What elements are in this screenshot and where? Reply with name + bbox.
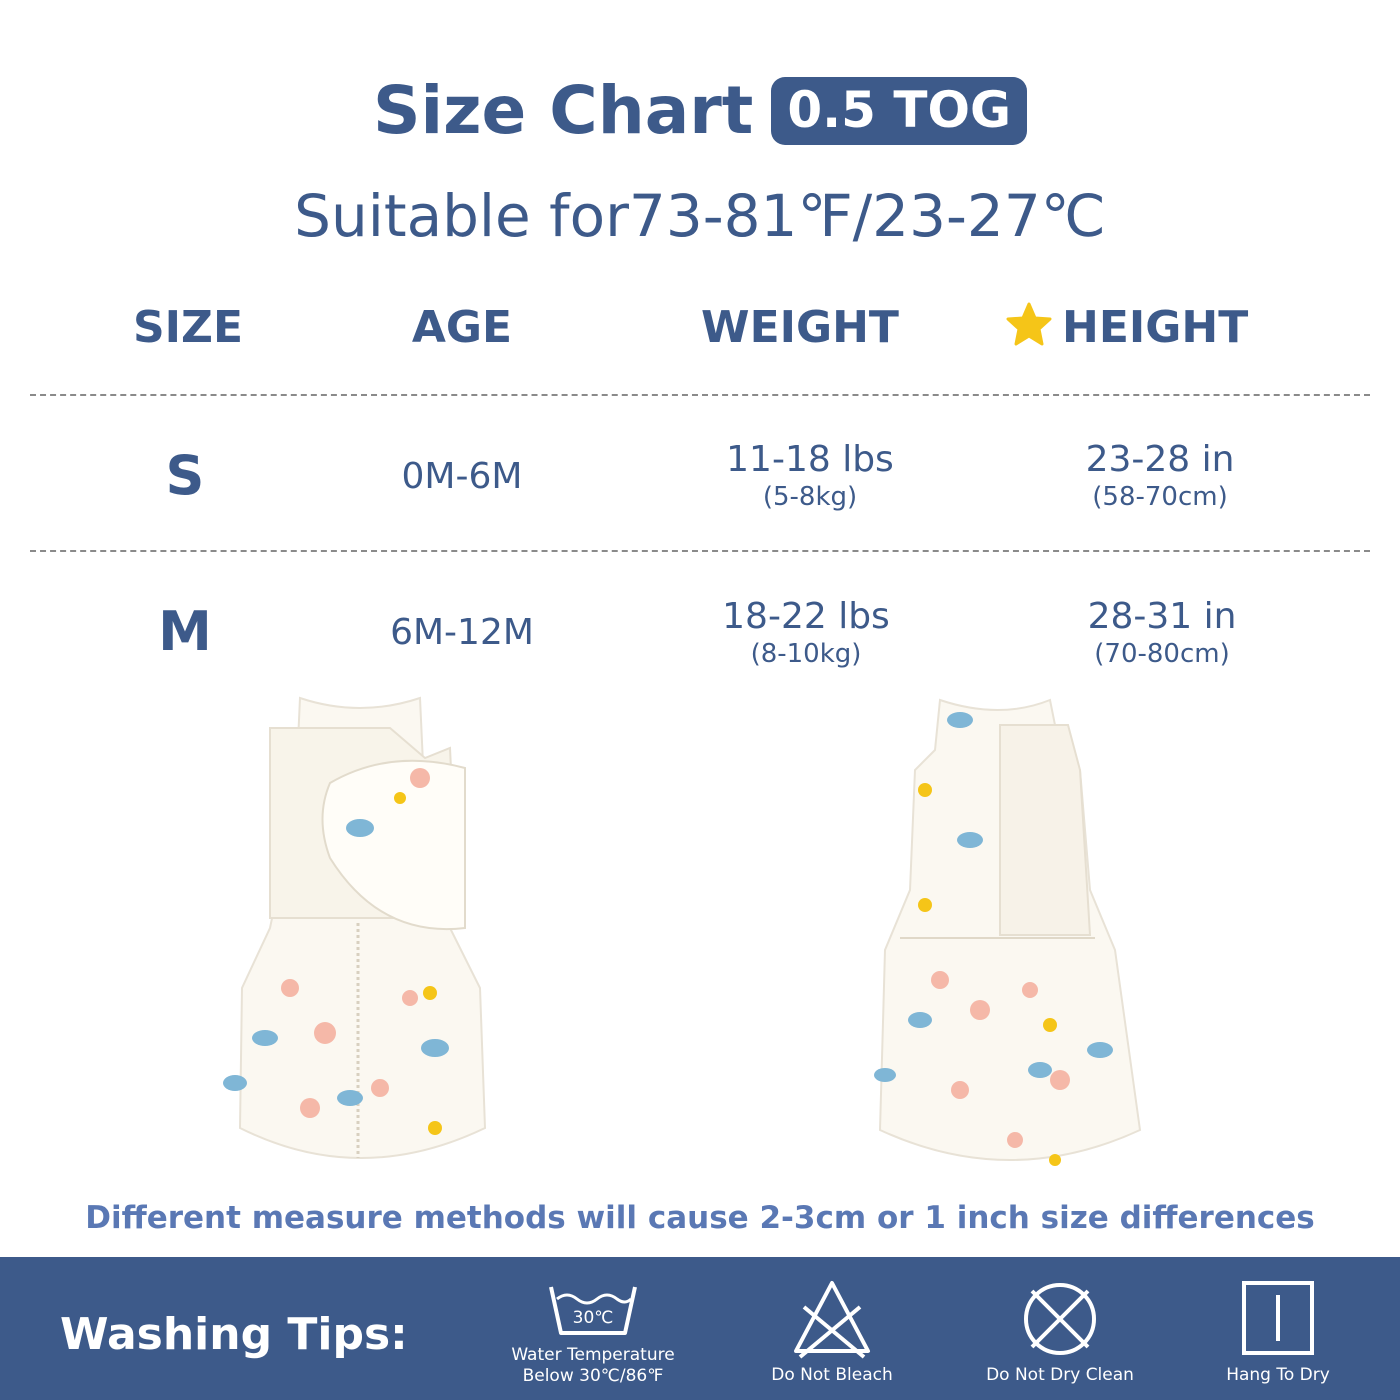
care-item-wash-30: 30℃ Water Temperature Below 30℃/86℉ [493,1277,693,1387]
height-s-in: 23-28 in [1085,439,1235,480]
column-header-weight: WEIGHT [701,302,899,353]
do-not-dry-clean-icon [1024,1283,1096,1355]
wash-30-icon: 30℃ [549,1286,637,1335]
size-label-m: M [158,600,212,663]
care-item-hang-dry: Hang To Dry [1178,1277,1378,1386]
row-divider [30,550,1370,552]
care-item-no-dry-clean: Do Not Dry Clean [960,1277,1160,1386]
height-m-cm: (70-80cm) [1094,639,1230,669]
tog-badge: 0.5 TOG [771,76,1027,145]
weight-s-lbs: 11-18 lbs [726,439,894,480]
temperature-subtitle: Suitable for73-81℉/23-27℃ [294,182,1106,250]
swaddle-front-image [223,696,487,1159]
height-m-in: 28-31 in [1087,596,1237,637]
page-title: Size Chart 0.5 TOG [0,72,1400,149]
care-label-no-bleach: Do Not Bleach [771,1365,893,1385]
washing-tips-bar: Washing Tips: 30℃ Water Temperature Belo… [0,1257,1400,1400]
weight-m-kg: (8-10kg) [750,639,862,669]
do-not-bleach-icon [794,1281,870,1359]
weight-m-lbs: 18-22 lbs [722,596,890,637]
row-divider [30,394,1370,396]
column-header-size: SIZE [132,302,244,353]
size-label-s: S [165,444,205,507]
hang-to-dry-icon [1242,1281,1314,1355]
measurement-note: Different measure methods will cause 2-3… [85,1200,1315,1236]
care-label-wash-line2: Below 30℃/86℉ [522,1366,664,1386]
care-item-no-bleach: Do Not Bleach [732,1277,932,1386]
care-label-no-dry-clean: Do Not Dry Clean [986,1365,1134,1385]
height-s: 23-28 in (58-70cm) [1030,440,1290,514]
care-label-hang-dry: Hang To Dry [1226,1365,1330,1385]
height-s-cm: (58-70cm) [1092,482,1228,512]
height-header-label: HEIGHT [1062,302,1249,353]
star-icon [1006,302,1052,346]
column-header-age: AGE [411,302,513,353]
age-m: 6M-12M [390,612,534,653]
washing-tips-title: Washing Tips: [60,1309,408,1360]
title-text: Size Chart [372,72,754,149]
height-m: 28-31 in (70-80cm) [1032,597,1292,671]
column-header-height: HEIGHT [1006,302,1256,353]
age-s: 0M-6M [401,456,523,497]
care-label-wash-line1: Water Temperature [511,1345,675,1365]
weight-s: 11-18 lbs (5-8kg) [680,440,940,514]
sleep-sack-image [874,698,1142,1166]
wash-temperature-text: 30℃ [573,1308,614,1328]
weight-s-kg: (5-8kg) [762,482,858,512]
weight-m: 18-22 lbs (8-10kg) [676,597,936,671]
